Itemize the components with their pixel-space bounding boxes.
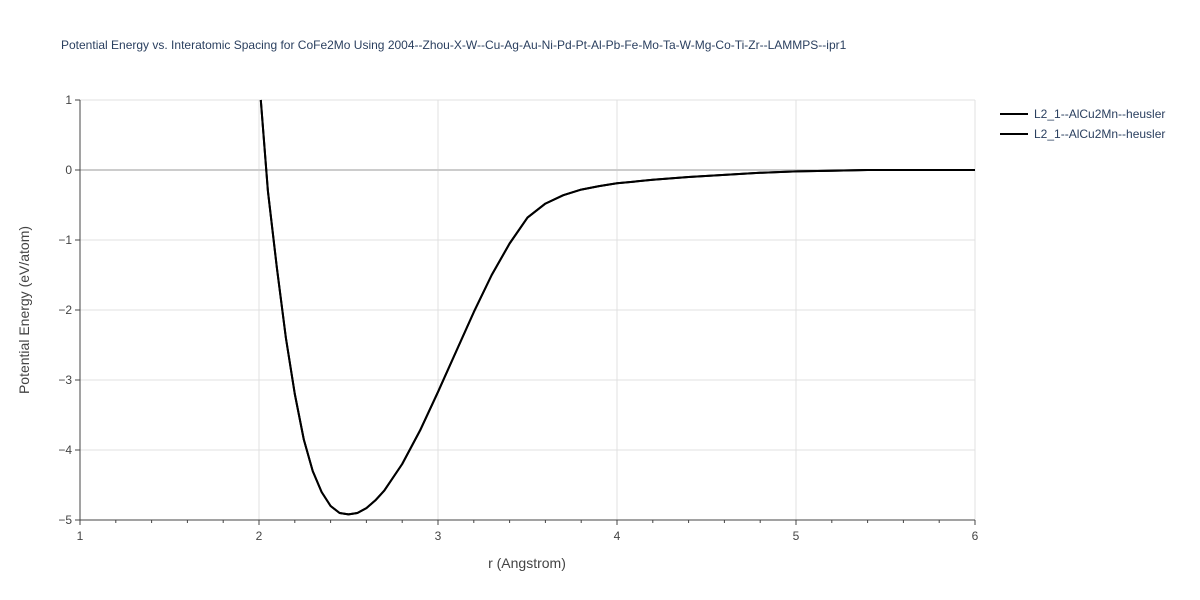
x-tick-label: 3 <box>435 529 442 543</box>
y-tick-label: −4 <box>58 443 72 457</box>
y-tick-label: −5 <box>58 513 72 527</box>
legend-entry: L2_1--AlCu2Mn--heusler <box>1034 127 1165 141</box>
x-tick-label: 4 <box>614 529 621 543</box>
chart-title: Potential Energy vs. Interatomic Spacing… <box>61 38 847 52</box>
legend: L2_1--AlCu2Mn--heusler L2_1--AlCu2Mn--heu… <box>1000 107 1165 141</box>
series-layer <box>259 99 975 516</box>
y-tick-label: −2 <box>58 303 72 317</box>
series-line-1 <box>259 99 975 516</box>
x-tick-label: 6 <box>972 529 979 543</box>
series-line-2 <box>259 99 975 516</box>
grid-lines <box>80 99 976 520</box>
x-axis: 1 2 3 4 5 6 <box>77 519 979 543</box>
y-axis-title: Potential Energy (eV/atom) <box>16 226 32 394</box>
y-tick-label: 1 <box>65 93 72 107</box>
x-axis-title: r (Angstrom) <box>488 555 566 571</box>
x-tick-label: 1 <box>77 529 84 543</box>
legend-entry: L2_1--AlCu2Mn--heusler <box>1034 107 1165 121</box>
y-tick-label: −1 <box>58 233 72 247</box>
y-tick-label: −3 <box>58 373 72 387</box>
x-tick-label: 5 <box>793 529 800 543</box>
y-tick-label: 0 <box>65 163 72 177</box>
y-axis: 1 0 −1 −2 −3 −4 −5 <box>58 93 81 527</box>
x-tick-label: 2 <box>256 529 263 543</box>
